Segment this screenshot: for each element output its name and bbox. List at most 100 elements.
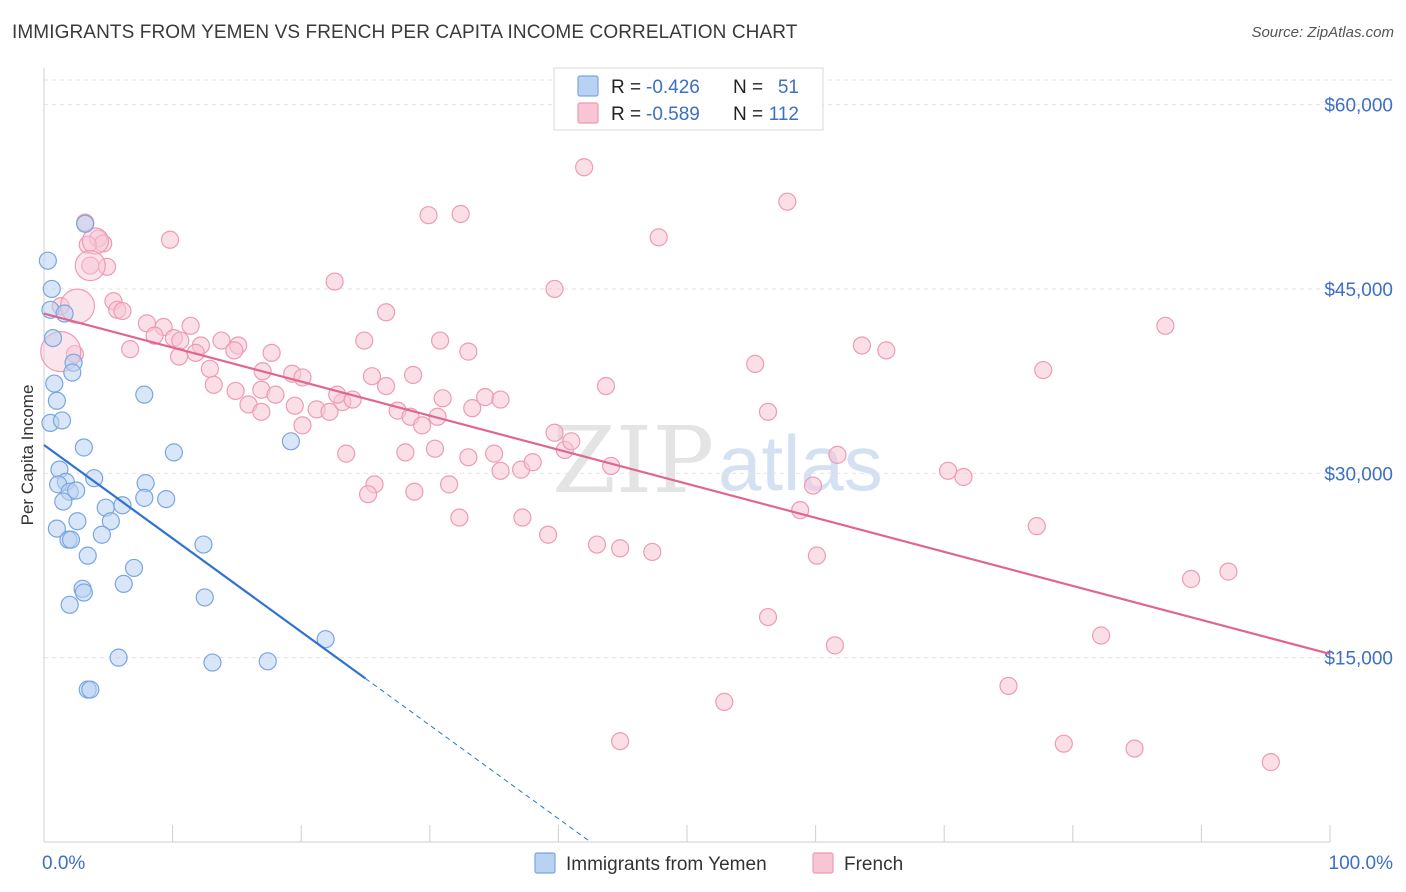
french-point-57: [337, 444, 356, 463]
french-point-106: [999, 676, 1018, 696]
bottom-legend-label-french: French: [844, 854, 903, 875]
french-point-88: [1182, 569, 1201, 589]
french-point-17: [212, 331, 231, 350]
yemen-point-34: [124, 558, 144, 578]
french-point-103: [1054, 734, 1073, 753]
french-point-87: [1091, 626, 1111, 645]
legend-swatch-french: [577, 102, 599, 124]
french-point-59: [425, 439, 445, 458]
french-point-71: [358, 485, 378, 504]
yemen-point-10: [135, 385, 154, 404]
french-point-9: [113, 301, 132, 321]
french-point-105: [1261, 753, 1280, 772]
french-point-82: [828, 445, 847, 464]
chart-source: Source: ZipAtlas.com: [1251, 24, 1394, 41]
french-point-109: [1156, 316, 1175, 335]
french-point-78: [587, 535, 607, 554]
french-point-45: [325, 272, 344, 291]
yemen-point-32: [78, 546, 97, 565]
x-tick-label-min: 0.0%: [42, 853, 85, 874]
french-point-63: [523, 453, 542, 472]
french-point-102: [611, 732, 630, 751]
legend-r-value-yemen: -0.426: [646, 77, 700, 98]
french-point-33: [252, 402, 271, 421]
legend-r-value-french: -0.589: [646, 104, 700, 125]
chart-title: IMMIGRANTS FROM YEMEN VS FRENCH PER CAPI…: [12, 22, 798, 43]
french-point-97: [758, 402, 778, 421]
yemen-point-29: [92, 525, 111, 544]
french-point-54: [412, 416, 432, 435]
yemen-point-33: [194, 535, 213, 554]
french-point-74: [513, 508, 532, 527]
french-point-92: [778, 192, 797, 211]
french-point-29: [226, 381, 245, 401]
legend-r-label-french: R =: [611, 104, 641, 125]
french-point-104: [1125, 739, 1144, 758]
french-point-36: [320, 402, 339, 421]
french-point-24: [200, 359, 219, 378]
french-point-46: [430, 331, 450, 350]
y-axis-label: Per Capita Income: [18, 385, 37, 526]
yemen-point-38: [195, 588, 214, 607]
yemen-point-41: [109, 648, 128, 667]
french-point-91: [649, 228, 668, 247]
french-point-44: [376, 303, 396, 322]
bottom-legend-swatch-yemen: [534, 852, 556, 874]
yemen-point-7: [52, 411, 72, 430]
y-tick-label-60000: $60,000: [1324, 96, 1393, 117]
french-point-60: [459, 448, 478, 467]
french-point-67: [451, 204, 470, 224]
french-point-81: [758, 607, 778, 627]
x-axis-ticks: [43, 825, 1331, 842]
yemen-point-13: [281, 432, 301, 451]
french-point-79: [611, 539, 630, 558]
french-point-28: [204, 375, 223, 394]
french-point-99: [807, 546, 826, 565]
legend-n-value-yemen: 51: [778, 77, 799, 98]
french-point-108: [1034, 360, 1053, 380]
french-point-66: [419, 206, 438, 225]
french-point-34: [285, 396, 304, 415]
french-point-21: [225, 341, 244, 360]
french-point-40: [362, 367, 382, 386]
y-tick-label-45000: $45,000: [1324, 280, 1393, 301]
y-tick-label-30000: $30,000: [1324, 464, 1393, 485]
french-point-93: [596, 376, 616, 396]
legend-box: [553, 67, 824, 131]
french-point-58: [396, 443, 415, 462]
french-point-84: [938, 461, 958, 480]
legend-n-value-french: 112: [769, 104, 799, 125]
french-point-41: [376, 376, 396, 396]
french-point-42: [403, 365, 423, 385]
yemen-point-0: [38, 251, 57, 270]
series-yemen-points: [38, 214, 335, 699]
french-point-3: [78, 235, 97, 254]
french-point-31: [266, 385, 285, 404]
french-point-48: [433, 389, 452, 408]
bottom-legend-swatch-french: [812, 852, 834, 874]
yemen-point-9: [63, 363, 82, 382]
french-point-43: [355, 331, 374, 350]
yemen-point-28: [47, 519, 66, 538]
french-point-51: [491, 390, 510, 409]
trend-line-french: [43, 312, 1331, 656]
yemen-point-45: [81, 680, 100, 699]
french-point-76: [562, 432, 581, 451]
correlation-legend: R = -0.426 N = 51 R = -0.589 N = 112: [553, 67, 824, 131]
yemen-point-39: [60, 595, 79, 614]
series-legend: Immigrants from Yemen French: [534, 852, 903, 875]
yemen-point-19: [67, 481, 86, 500]
french-point-72: [405, 482, 424, 501]
french-point-22: [262, 343, 281, 362]
yemen-point-40: [316, 630, 335, 649]
french-point-107: [825, 636, 844, 655]
yemen-point-4: [45, 374, 64, 393]
french-point-12: [181, 316, 200, 335]
yemen-point-20: [54, 492, 73, 511]
french-point-85: [954, 467, 973, 487]
yemen-point-37: [114, 574, 133, 594]
french-point-70: [439, 475, 459, 494]
french-point-90: [575, 158, 594, 177]
yemen-point-25: [113, 496, 132, 515]
